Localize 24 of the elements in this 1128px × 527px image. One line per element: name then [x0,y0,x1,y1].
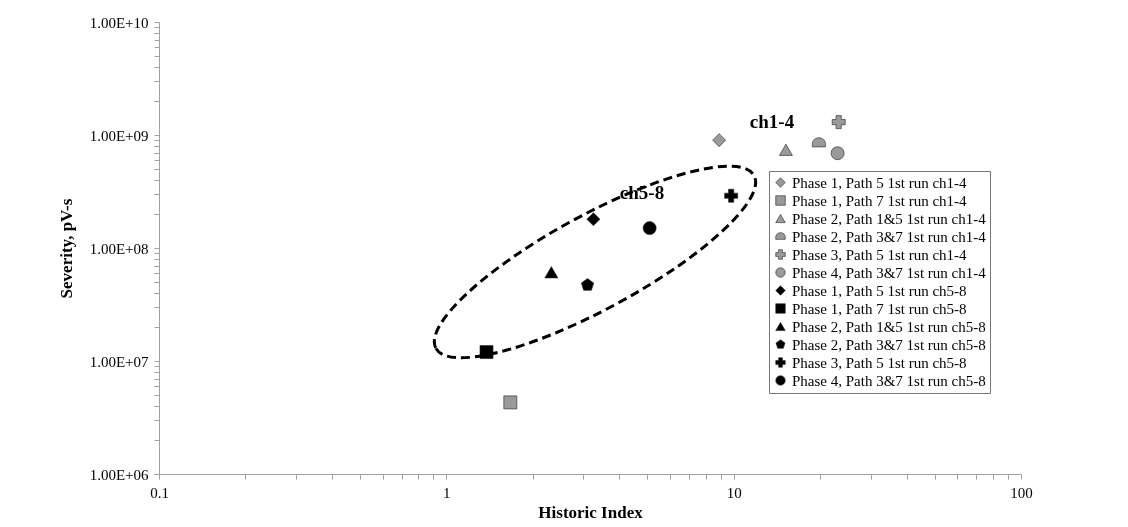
legend-label: Phase 1, Path 7 1st run ch1-4 [792,192,968,209]
y-tick-label: 1.00E+10 [89,14,149,31]
y-tick-label: 1.00E+08 [89,240,149,257]
legend-label: Phase 2, Path 3&7 1st run ch1-4 [792,228,987,245]
x-tick-label: 10 [726,484,742,501]
y-tick-label: 1.00E+07 [89,353,149,370]
y-tick-label: 1.00E+09 [89,127,149,144]
x-axis-title: Historic Index [538,502,644,522]
legend-label: Phase 2, Path 3&7 1st run ch5-8 [792,336,986,353]
legend-label: Phase 3, Path 5 1st run ch1-4 [792,246,968,263]
legend-label: Phase 1, Path 5 1st run ch5-8 [792,282,967,299]
legend-label: Phase 1, Path 7 1st run ch5-8 [792,300,967,317]
legend-label: Phase 3, Path 5 1st run ch5-8 [792,354,967,371]
x-tick-label: 1 [443,484,451,501]
y-axis-title: Severity, pV-s [56,198,76,299]
x-tick-label: 100 [1010,484,1033,501]
x-tick-label: 0.1 [150,484,169,501]
legend-label: Phase 4, Path 3&7 1st run ch1-4 [792,264,987,281]
legend-label: Phase 4, Path 3&7 1st run ch5-8 [792,372,986,389]
y-tick-label: 1.00E+06 [89,466,149,483]
legend-label: Phase 2, Path 1&5 1st run ch1-4 [792,210,987,227]
annotation: ch1-4 [749,111,795,132]
legend-label: Phase 1, Path 5 1st run ch1-4 [792,174,968,191]
legend-label: Phase 2, Path 1&5 1st run ch5-8 [792,318,986,335]
